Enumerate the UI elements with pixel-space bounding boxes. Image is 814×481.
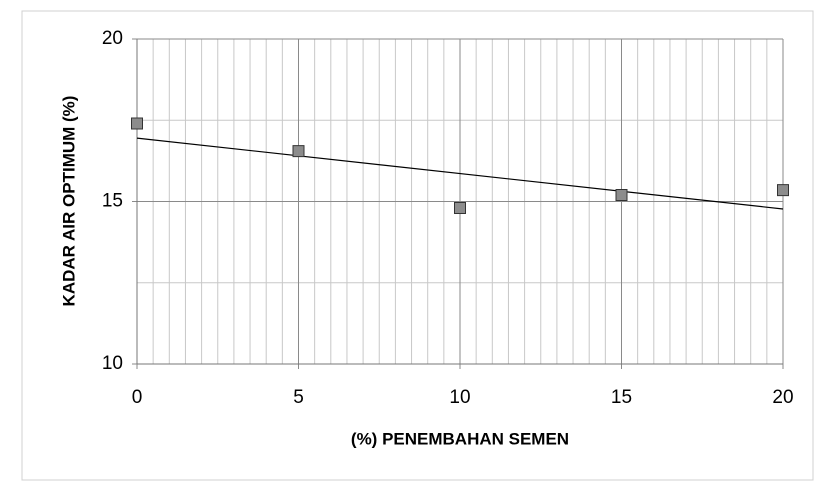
marker <box>131 117 143 130</box>
x-tick-label: 10 <box>449 387 470 408</box>
x-tick-label: 0 <box>132 387 143 408</box>
marker <box>777 184 789 197</box>
x-axis-title: (%) PENEMBAHAN SEMEN <box>351 429 569 448</box>
y-tick-label: 15 <box>102 191 123 212</box>
x-tick-label: 15 <box>611 387 632 408</box>
marker <box>615 189 628 201</box>
x-tick-label: 5 <box>293 387 304 408</box>
y-tick-label: 20 <box>102 28 123 49</box>
y-axis-title: KADAR AIR OPTIMUM (%) <box>59 96 78 307</box>
marker <box>292 145 305 158</box>
marker <box>454 202 466 214</box>
x-tick-label: 20 <box>772 387 793 408</box>
trendline <box>136 137 784 210</box>
chart-frame <box>21 10 814 481</box>
y-tick-label: 10 <box>102 353 123 374</box>
